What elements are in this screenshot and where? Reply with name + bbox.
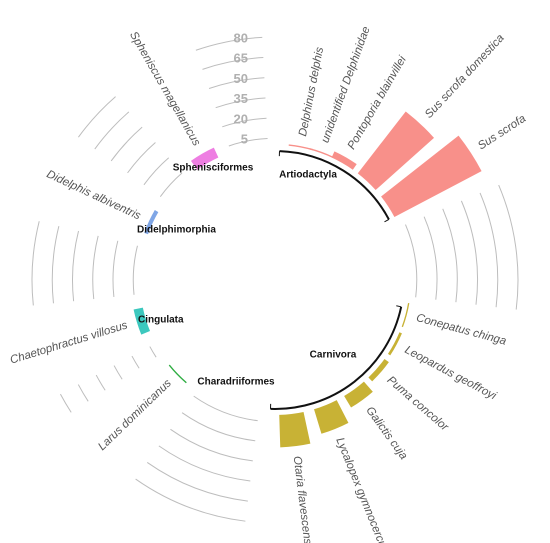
bar [288,144,314,151]
grid-arc [479,192,499,308]
group-arc-tick [396,305,402,308]
scale-layer: 80 65 50 35 20 5 [234,30,248,146]
grid-arc [405,224,418,298]
grid-arc [228,137,268,147]
species-label: Sus scrofa [476,113,528,153]
grid-arc [146,462,248,502]
bars-layer [133,111,482,448]
bar [309,148,334,158]
grid-arc [95,374,106,391]
grid-arc [195,36,263,51]
grid-arc [215,97,266,109]
scale-tick-label: 5 [241,132,248,147]
grid-arc [110,126,143,162]
bar [314,400,349,434]
bar [168,364,187,384]
grid-arc [51,225,60,304]
species-label: Conepatus chinga [415,312,508,348]
bar [401,302,410,328]
scale-tick-label: 80 [234,30,248,45]
grid-arc [193,395,258,422]
scale-tick-label: 20 [234,111,248,126]
bar [144,210,159,235]
grid-arc [78,96,116,138]
grid-arc [423,216,438,300]
species-label: Didelphis albiventris [45,168,143,222]
grid-arc [170,428,253,462]
species-label: Delphinus delphis [297,46,326,138]
species-label: Sus scrofa domestica [423,32,507,121]
grid-arc [498,184,519,310]
group-arcs-layer [270,150,403,410]
scale-tick-label: 65 [234,51,248,66]
grid-layer [31,36,519,522]
group-arc-tick [384,218,390,223]
species-label: Galictis cuja [363,405,409,462]
grid-arc [208,77,265,90]
grid-arc [59,393,72,413]
grid-arc [135,478,246,522]
bar [344,381,373,408]
bar [357,111,435,191]
grid-arc [202,57,264,70]
species-label: Larus dominicanus [96,377,174,453]
group-label: Charadriiformes [197,377,275,388]
species-label: Chaetophractus villosus [9,319,130,366]
grid-arc [112,240,119,297]
bar [279,411,311,448]
bar [387,332,402,356]
grid-arc [113,365,123,380]
bar [133,307,151,335]
group-arc [270,306,403,410]
grid-arc [77,384,89,402]
grid-arc [149,346,157,358]
group-label: Carnivora [310,350,357,361]
grid-arc [222,117,267,128]
grid-arc [159,172,183,197]
grid-arc [442,208,458,303]
species-label: Otaria flavescens [291,455,314,543]
scale-tick-label: 50 [234,71,248,86]
species-label: Leopardus geoffroyi [403,344,499,403]
group-label: Didelphimorphia [137,225,216,236]
grid-arc [72,230,80,302]
group-label: Artiodactyla [279,170,337,181]
bar [381,135,482,218]
grid-arc [181,412,256,442]
grid-arc [94,111,130,150]
group-arc [279,150,390,220]
species-label: Lycalopex gymnocercus [333,436,390,543]
grid-arc [460,200,478,305]
grid-arc [92,235,99,300]
group-label: Cingulata [138,315,184,326]
grid-arc [131,355,140,369]
grid-arc [127,142,156,174]
scale-tick-label: 35 [234,91,248,106]
bar [190,147,219,170]
grid-arc [158,445,251,482]
species-label: Puma concolor [385,374,452,434]
grid-arc [143,157,170,186]
bar [331,151,357,170]
bar [368,358,389,382]
group-label: Sphenisciformes [173,163,254,174]
grid-arc [31,221,40,306]
grid-arc [132,245,138,295]
